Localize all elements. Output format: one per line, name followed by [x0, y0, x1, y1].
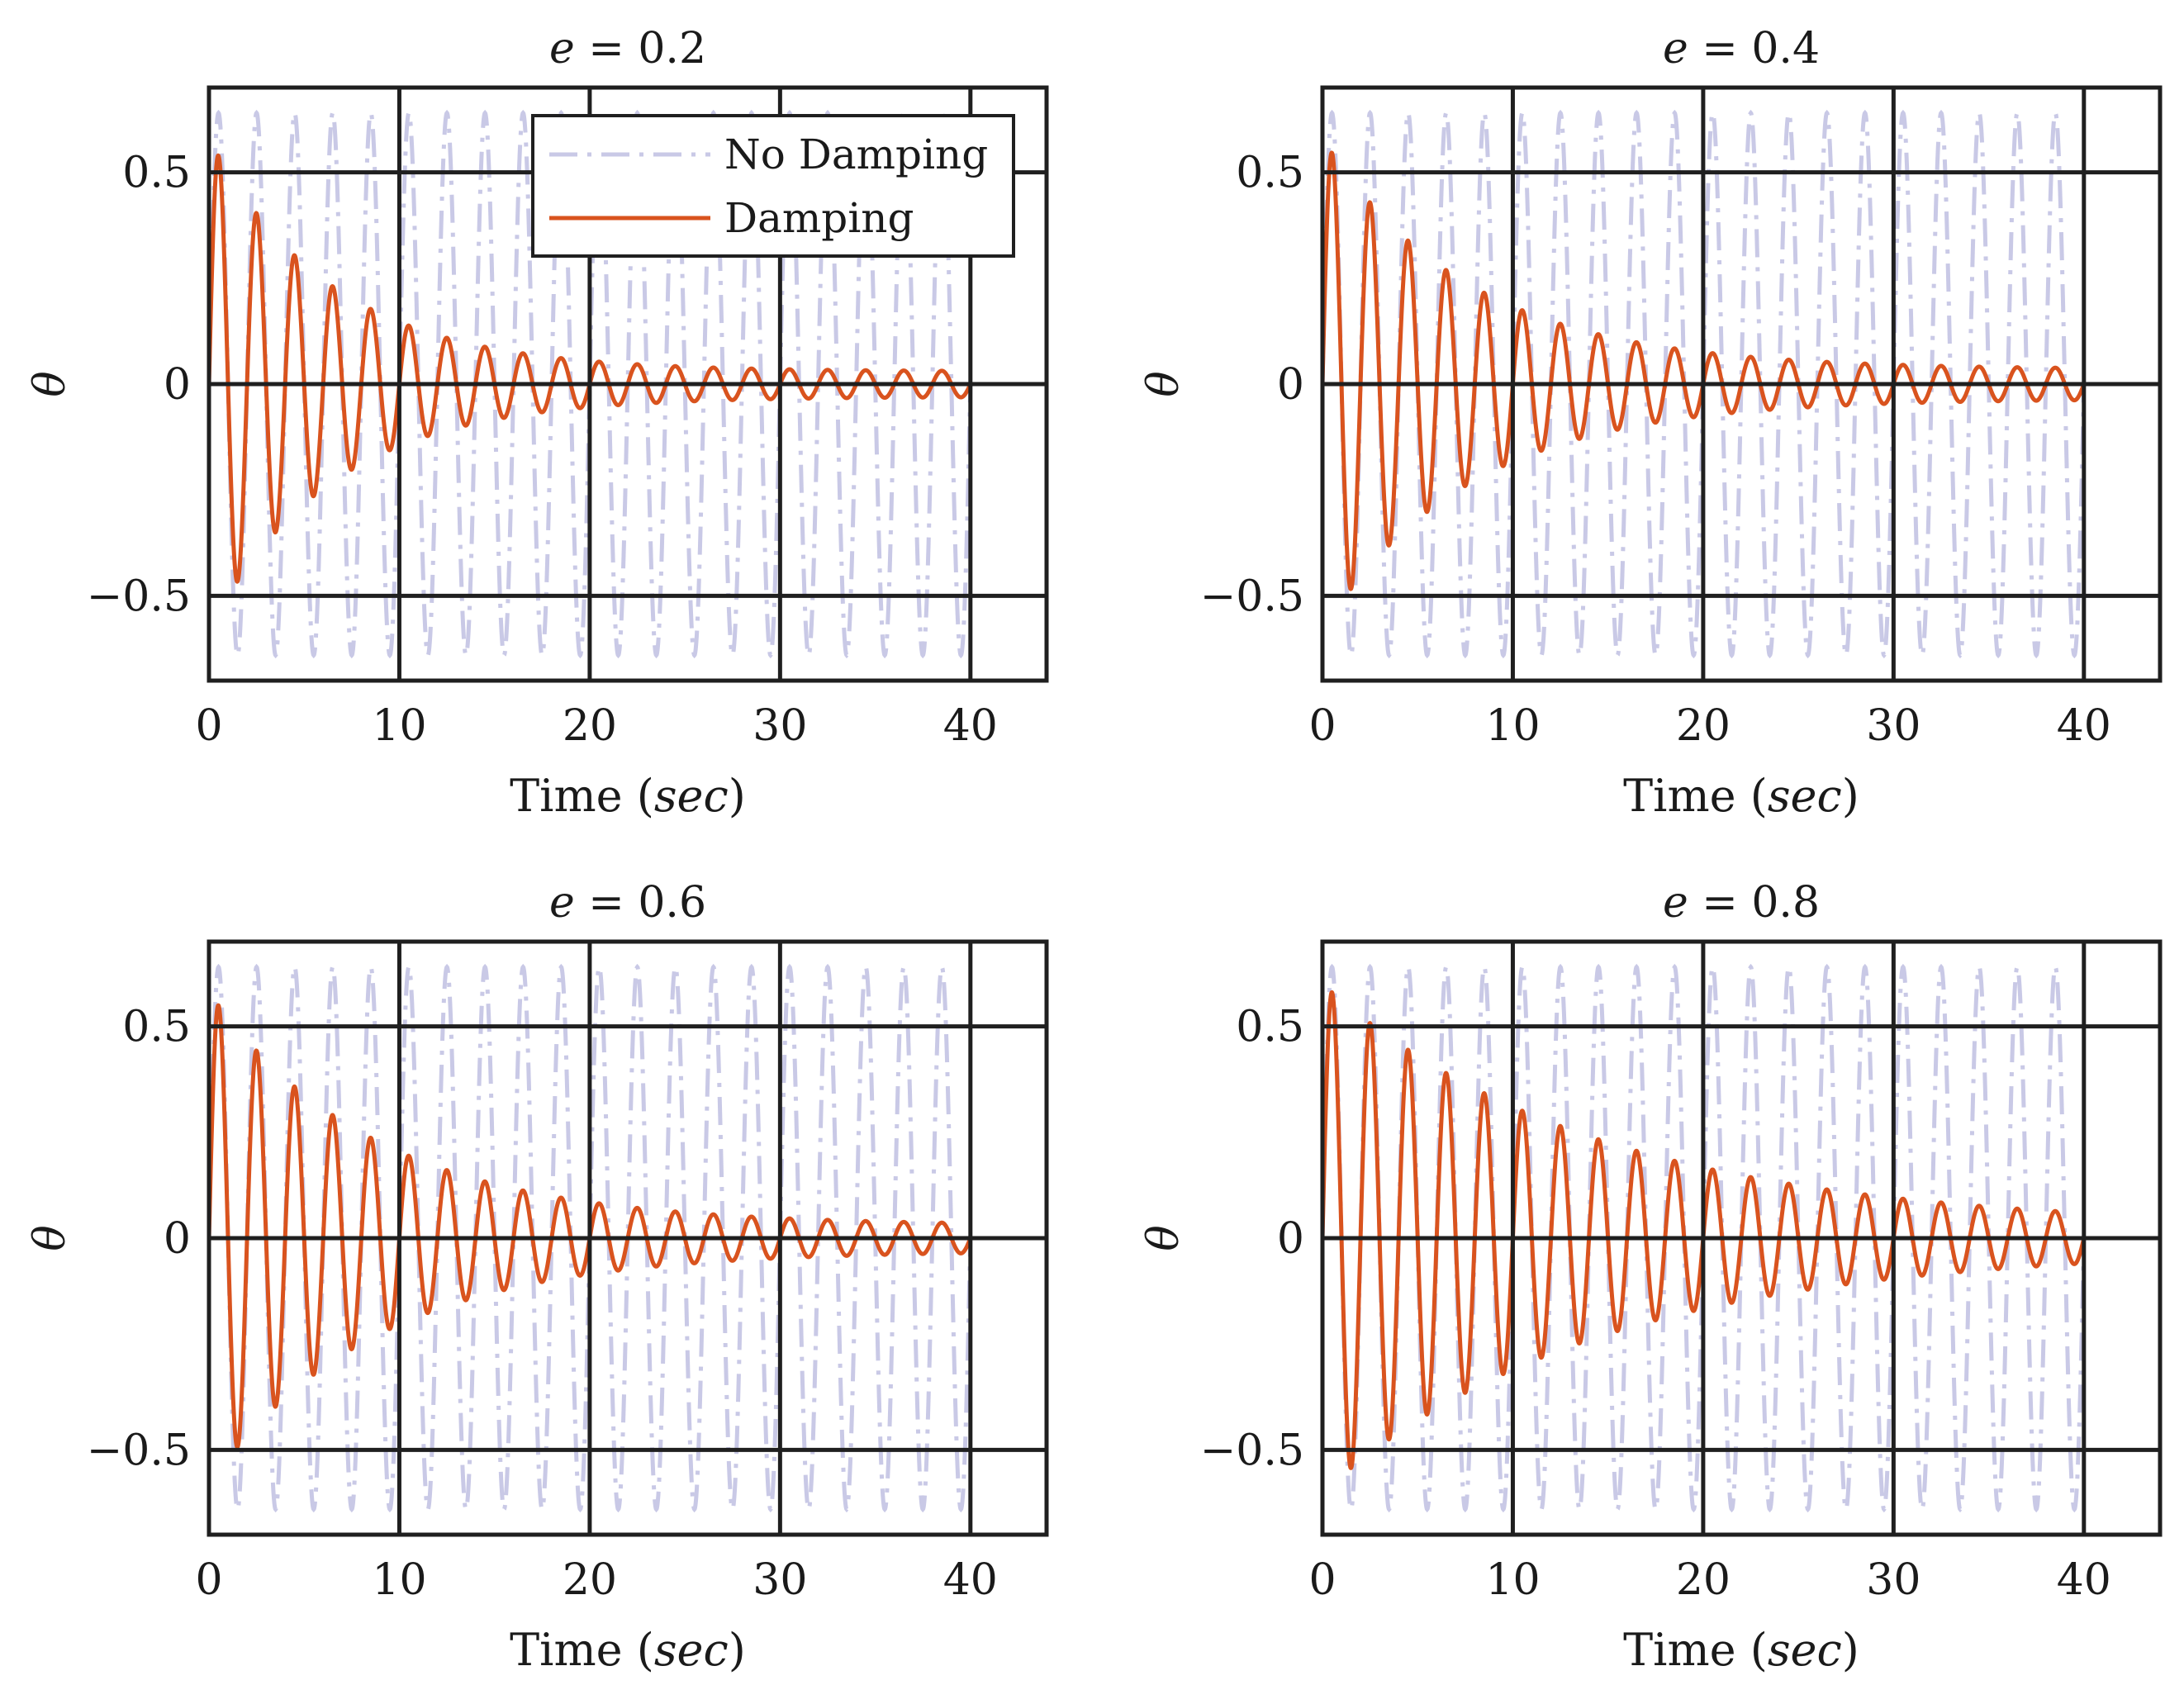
series-line-no-damping: [1322, 109, 2087, 659]
y-tick-label: 0: [164, 360, 191, 410]
y-tick-label: 0: [1277, 1214, 1304, 1264]
y-axis-label: θ: [1139, 371, 1189, 396]
y-tick-label: −0.5: [87, 572, 191, 621]
axes-frame: [207, 85, 1049, 683]
y-tick-label: −0.5: [1200, 572, 1304, 621]
x-tick-label: 40: [2057, 1555, 2111, 1605]
x-tick-label: 10: [1485, 701, 1540, 751]
x-tick-label: 0: [195, 1555, 222, 1605]
chart-title: e = 0.8: [1663, 878, 1820, 928]
y-tick-label: 0.5: [1236, 149, 1304, 198]
y-tick-label: −0.5: [87, 1426, 191, 1475]
x-axis-label: Time (sec): [510, 770, 746, 822]
subplot-4: 0 10 20 30 40 −0.5 0 0.5 e = 0.8 Time (sec) θ: [1139, 878, 2163, 1676]
x-axis-label: Time (sec): [1623, 1624, 1859, 1676]
x-tick-label: 0: [1308, 701, 1336, 751]
y-tick-label: 0: [164, 1214, 191, 1264]
x-tick-label: 10: [372, 1555, 426, 1605]
series-line-no-damping: [209, 109, 973, 659]
y-axis-label: θ: [1139, 1225, 1189, 1251]
series-line-no-damping: [209, 963, 973, 1513]
x-tick-label: 30: [753, 701, 807, 751]
chart-title: e = 0.4: [1663, 24, 1820, 74]
legend-box: [531, 114, 1015, 258]
x-tick-label: 20: [563, 701, 617, 751]
subplot-3: 0 10 20 30 40 −0.5 0 0.5 e = 0.6 Time (sec) θ: [26, 878, 1049, 1676]
x-tick-label: 0: [195, 701, 222, 751]
x-axis-label: Time (sec): [1623, 770, 1859, 822]
y-tick-label: 0.5: [1236, 1003, 1304, 1052]
x-tick-label: 40: [943, 701, 998, 751]
subplot-1: 0 10 20 30 40 −0.5 0 0.5 e = 0.2 Time (sec) θ No Da…: [26, 24, 1049, 822]
chart-title: e = 0.2: [549, 24, 706, 74]
x-tick-label: 30: [1866, 1555, 1920, 1605]
axes-frame: [207, 939, 1049, 1537]
chart-title: e = 0.6: [549, 878, 706, 928]
x-tick-label: 30: [753, 1555, 807, 1605]
y-tick-label: 0: [1277, 360, 1304, 410]
x-tick-label: 40: [2057, 701, 2111, 751]
y-tick-label: 0.5: [122, 1003, 191, 1052]
legend-label-damping: Damping: [724, 194, 914, 242]
legend-label-no-damping: No Damping: [724, 131, 988, 178]
axes-frame: [1320, 85, 2163, 683]
y-axis-label: θ: [26, 1225, 75, 1251]
y-tick-label: 0.5: [122, 149, 191, 198]
y-tick-label: −0.5: [1200, 1426, 1304, 1475]
x-tick-label: 20: [563, 1555, 617, 1605]
x-tick-label: 40: [943, 1555, 998, 1605]
subplot-2: 0 10 20 30 40 −0.5 0 0.5 e = 0.4 Time (sec) θ: [1139, 24, 2163, 822]
x-tick-label: 10: [372, 701, 426, 751]
series-line-no-damping: [1322, 963, 2087, 1513]
x-tick-label: 10: [1485, 1555, 1540, 1605]
y-axis-label: θ: [26, 371, 75, 396]
x-tick-label: 0: [1308, 1555, 1336, 1605]
x-axis-label: Time (sec): [510, 1624, 746, 1676]
legend: No Damping Damping: [531, 114, 1015, 258]
x-tick-label: 20: [1676, 701, 1731, 751]
x-tick-label: 30: [1866, 701, 1920, 751]
axes-frame: [1320, 939, 2163, 1537]
x-tick-label: 20: [1676, 1555, 1731, 1605]
